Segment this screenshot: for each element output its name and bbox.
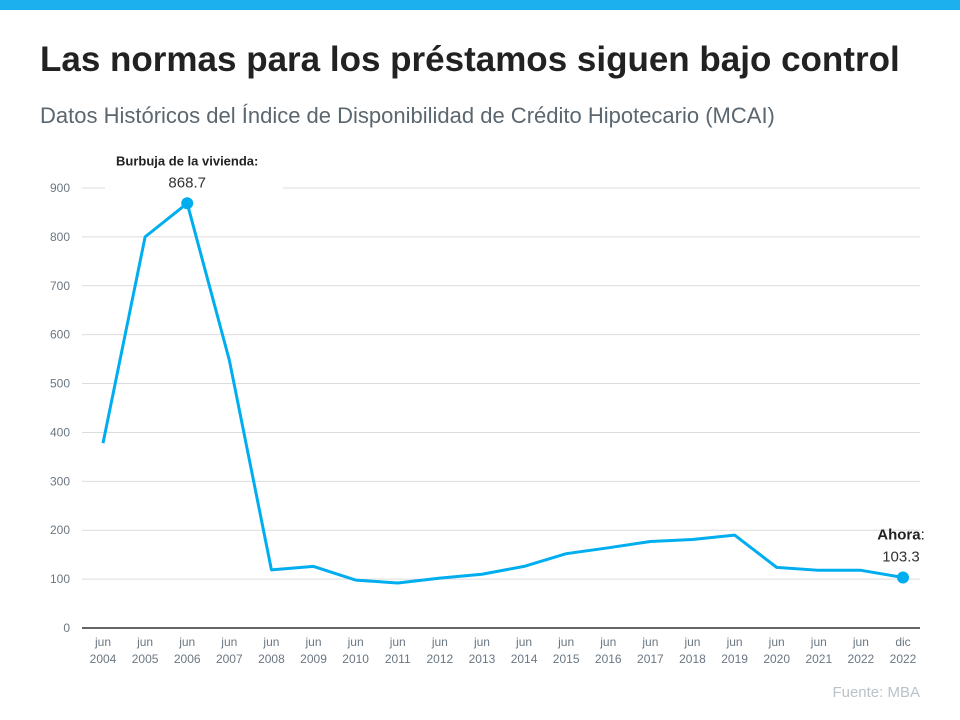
y-tick-label: 100 (50, 572, 70, 586)
x-tick-label-month: jun (599, 635, 616, 649)
y-tick-label: 0 (63, 621, 70, 635)
x-tick-label-month: jun (557, 635, 574, 649)
y-tick-label: 500 (50, 377, 70, 391)
x-tick-label-year: 2008 (258, 652, 285, 666)
y-tick-label: 300 (50, 474, 70, 488)
x-tick-label-month: jun (136, 635, 153, 649)
x-tick-label-month: jun (852, 635, 869, 649)
y-tick-label: 400 (50, 425, 70, 439)
x-tick-label-month: jun (726, 635, 743, 649)
x-tick-label-month: jun (220, 635, 237, 649)
annotation-background (105, 150, 283, 192)
annotation-suffix: : (921, 526, 925, 543)
x-tick-label-month: dic (895, 635, 910, 649)
x-tick-label-year: 2014 (511, 652, 538, 666)
x-tick-label-year: 2010 (342, 652, 369, 666)
top-accent-bar (0, 0, 960, 10)
annotation-value: 868.7 (168, 174, 206, 191)
mcai-series-line (101, 201, 904, 585)
x-tick-label-month: jun (683, 635, 700, 649)
x-tick-label-year: 2005 (132, 652, 159, 666)
x-tick-label-year: 2021 (805, 652, 832, 666)
x-tick-label-year: 2019 (721, 652, 748, 666)
x-tick-label-year: 2006 (174, 652, 201, 666)
annotation-point-marker (181, 197, 194, 210)
x-tick-label-month: jun (389, 635, 406, 649)
x-tick-label-month: jun (641, 635, 658, 649)
x-tick-label-year: 2007 (216, 652, 243, 666)
y-tick-label: 800 (50, 230, 70, 244)
x-tick-label-month: jun (515, 635, 532, 649)
x-tick-label-month: jun (262, 635, 279, 649)
y-tick-label: 200 (50, 523, 70, 537)
x-tick-label-month: jun (431, 635, 448, 649)
source-note: Fuente: MBA (832, 684, 920, 701)
x-tick-label-year: 2009 (300, 652, 327, 666)
page-subtitle: Datos Históricos del Índice de Disponibi… (40, 103, 775, 128)
x-tick-label-month: jun (178, 635, 195, 649)
y-tick-label: 600 (50, 328, 70, 342)
x-tick-label-year: 2015 (553, 652, 580, 666)
annotation-value: 103.3 (882, 548, 920, 565)
x-tick-label-year: 2013 (469, 652, 496, 666)
annotation-label: Burbuja de la vivienda: (116, 153, 258, 168)
x-tick-label-year: 2017 (637, 652, 664, 666)
x-tick-label-year: 2016 (595, 652, 622, 666)
x-tick-label-year: 2004 (90, 652, 117, 666)
x-tick-label-month: jun (810, 635, 827, 649)
x-tick-label-month: jun (94, 635, 111, 649)
y-tick-label: 900 (50, 181, 70, 195)
x-tick-label-year: 2011 (385, 652, 411, 666)
annotation-label: Ahora: (877, 526, 925, 543)
x-tick-label-month: jun (473, 635, 490, 649)
y-tick-label: 700 (50, 279, 70, 293)
x-tick-label-year: 2022 (848, 652, 875, 666)
x-tick-label-year: 2018 (679, 652, 706, 666)
x-tick-label-month: jun (347, 635, 364, 649)
x-tick-label-month: jun (305, 635, 322, 649)
x-tick-label-month: jun (768, 635, 785, 649)
x-tick-label-year: 2022 (890, 652, 917, 666)
x-tick-label-year: 2020 (763, 652, 790, 666)
page-title: Las normas para los préstamos siguen baj… (40, 40, 900, 79)
annotation-point-marker (897, 571, 909, 584)
x-tick-label-year: 2012 (426, 652, 453, 666)
